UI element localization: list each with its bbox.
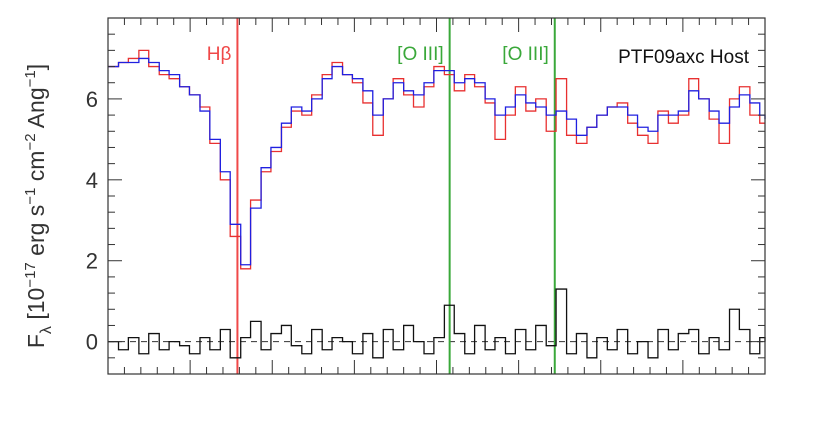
y-axis-label-part: erg s (23, 205, 49, 263)
y-axis-label-part: −17 (22, 262, 39, 287)
emission-line-label: Hβ (207, 44, 232, 65)
emission-line-label: [O III] (502, 44, 548, 65)
y-tick-label: 4 (86, 168, 98, 193)
y-axis-label-part: −2 (22, 133, 39, 150)
plot-frame (107, 17, 766, 375)
axes-group (107, 17, 766, 375)
y-tick-label: 0 (86, 330, 98, 355)
chart-title: PTF09axc Host (618, 47, 750, 68)
y-axis-label-part: −1 (22, 188, 39, 205)
y-axis-label-part: cm (23, 151, 49, 188)
y-axis-label-part: Ang (23, 87, 49, 133)
series-group (108, 49, 766, 359)
y-axis-label: Fλ [10−17 erg s−1 cm−2 Ang−1] (22, 64, 55, 348)
spectrum-series-line (108, 57, 766, 266)
emission-line-label: [O III] (397, 44, 443, 65)
y-axis-label-part: −1 (22, 70, 39, 87)
y-tick-label: 2 (86, 249, 98, 274)
emission-lines-group (108, 18, 765, 374)
y-axis-label-part: F (23, 334, 49, 348)
y-tick-label: 6 (86, 87, 98, 112)
y-axis-label-part: ] (23, 64, 49, 70)
spectrum-series-line (108, 49, 765, 270)
y-axis-label-part: [10 (23, 288, 49, 326)
y-axis-label-part: λ (38, 326, 55, 334)
spectrum-series-line (108, 288, 766, 359)
